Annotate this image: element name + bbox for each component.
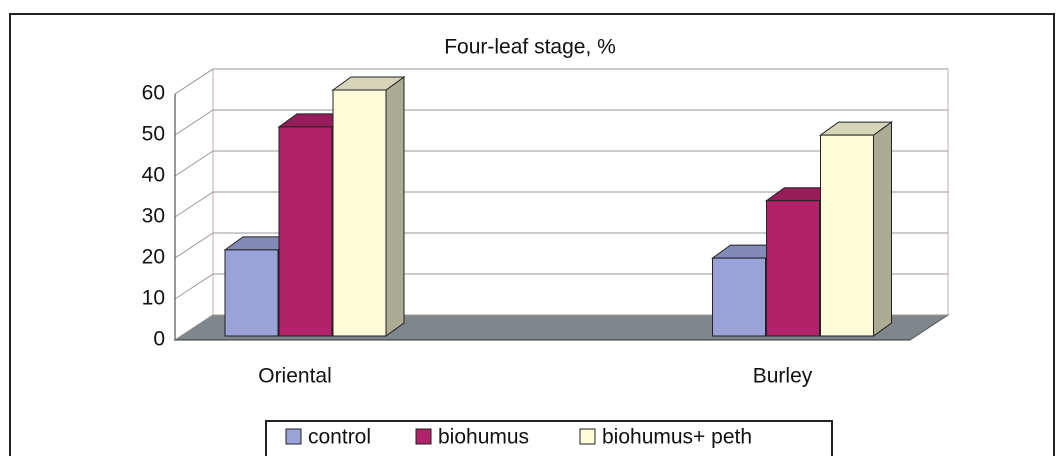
legend-box: [265, 420, 833, 456]
bar-front: [820, 134, 874, 337]
y-tick-label: 60: [142, 82, 165, 105]
y-tick-label: 40: [142, 164, 165, 187]
legend-label: control: [308, 426, 371, 449]
bar-front: [712, 257, 766, 337]
grid-line: [174, 191, 948, 218]
bar-front: [278, 126, 333, 337]
x-tick-label: Burley: [753, 365, 813, 388]
grid-line: [174, 109, 948, 136]
bar-front: [224, 249, 279, 337]
legend-label: biohumus+ peth: [602, 426, 752, 449]
y-tick-label: 20: [142, 246, 165, 269]
bar-front: [332, 89, 387, 337]
legend: control biohumus biohumus+ peth: [265, 420, 833, 456]
bar-front: [766, 200, 820, 337]
legend-swatch: [579, 428, 596, 445]
bar-side: [873, 121, 892, 337]
y-tick-label: 30: [142, 205, 165, 228]
y-tick-label: 50: [142, 123, 165, 146]
x-tick-label: Oriental: [258, 365, 332, 388]
legend-label: biohumus: [438, 426, 529, 449]
bar: [818, 121, 894, 337]
legend-swatch: [285, 428, 302, 445]
grid-line: [174, 150, 948, 177]
grid-line: [174, 314, 948, 341]
y-tick-label: 0: [153, 328, 165, 351]
bar-side: [385, 76, 405, 337]
grid-line: [174, 232, 948, 259]
y-tick-label: 10: [142, 287, 165, 310]
bar: [331, 76, 406, 337]
legend-swatch: [415, 428, 432, 445]
grid-line: [174, 273, 948, 300]
grid-line: [174, 68, 948, 95]
chart-title: Four-leaf stage, %: [444, 36, 616, 59]
